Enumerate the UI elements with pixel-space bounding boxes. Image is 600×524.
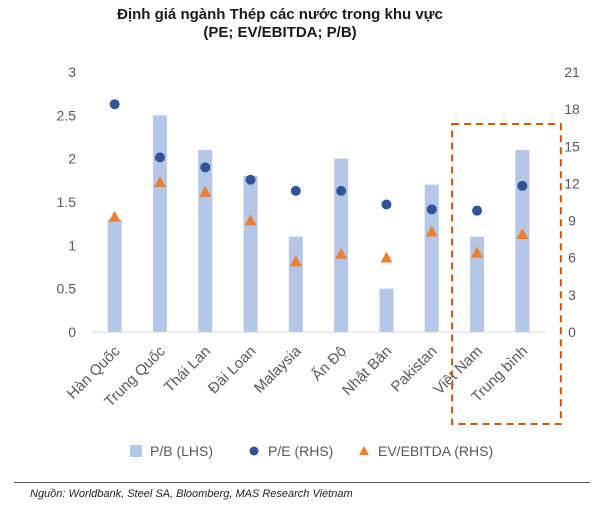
legend-swatch-circle bbox=[249, 446, 259, 456]
right-tick-label: 12 bbox=[564, 175, 580, 191]
bar-pb bbox=[424, 184, 439, 332]
left-tick-label: 3 bbox=[68, 64, 76, 80]
point-pe bbox=[109, 99, 120, 110]
bar-pb bbox=[152, 115, 167, 332]
point-pe bbox=[200, 162, 211, 173]
point-ev-ebitda bbox=[335, 248, 348, 259]
point-pe bbox=[517, 180, 528, 191]
point-ev-ebitda bbox=[516, 228, 529, 239]
right-tick-label: 9 bbox=[568, 213, 576, 229]
chart-title-line2: (PE; EV/EBITDA; P/B) bbox=[203, 24, 357, 41]
bar-pb bbox=[107, 219, 122, 332]
bar-pb bbox=[243, 176, 258, 332]
right-tick-label: 6 bbox=[568, 250, 576, 266]
point-pe bbox=[154, 152, 165, 163]
point-ev-ebitda bbox=[244, 214, 257, 226]
point-ev-ebitda bbox=[153, 176, 166, 187]
left-tick-label: 0.5 bbox=[57, 281, 77, 297]
bar-pb bbox=[515, 150, 530, 332]
bar-pb bbox=[288, 236, 303, 332]
legend-label: P/B (LHS) bbox=[150, 443, 213, 459]
source-divider bbox=[14, 482, 590, 483]
bar-pb bbox=[379, 288, 394, 332]
point-pe bbox=[290, 185, 301, 196]
legend-swatch-triangle bbox=[359, 446, 369, 455]
point-ev-ebitda bbox=[199, 186, 212, 197]
category-label: Thái Lan bbox=[161, 343, 214, 396]
right-tick-label: 18 bbox=[564, 101, 580, 117]
bar-pb bbox=[334, 158, 349, 332]
right-tick-label: 3 bbox=[568, 287, 576, 303]
point-ev-ebitda bbox=[289, 255, 302, 267]
right-tick-label: 15 bbox=[564, 138, 580, 154]
point-pe bbox=[245, 174, 256, 185]
point-pe bbox=[426, 204, 437, 215]
point-pe bbox=[336, 185, 347, 196]
category-label: Nhật Bản bbox=[339, 343, 395, 399]
category-label: Ấn Độ bbox=[308, 343, 350, 385]
source-note: Nguồn: Worldbank, Steel SA, Bloomberg, M… bbox=[30, 488, 353, 500]
point-ev-ebitda bbox=[380, 251, 393, 263]
left-tick-label: 1 bbox=[68, 237, 76, 253]
point-pe bbox=[381, 199, 392, 210]
right-tick-label: 21 bbox=[564, 64, 580, 80]
highlight-box bbox=[451, 123, 562, 425]
chart-title-line1: Định giá ngành Thép các nước trong khu v… bbox=[117, 6, 443, 23]
right-tick-label: 0 bbox=[568, 324, 576, 340]
left-tick-label: 2 bbox=[68, 151, 76, 167]
category-label: Malaysia bbox=[251, 342, 305, 396]
left-tick-label: 0 bbox=[68, 324, 76, 340]
point-ev-ebitda bbox=[108, 210, 121, 222]
legend-label: P/E (RHS) bbox=[268, 443, 333, 459]
left-tick-label: 2.5 bbox=[57, 107, 77, 123]
point-ev-ebitda bbox=[471, 246, 484, 258]
legend-swatch-bar bbox=[130, 445, 142, 457]
bar-pb bbox=[470, 236, 485, 332]
category-label: Đài Loan bbox=[205, 343, 259, 397]
bar-pb bbox=[198, 150, 213, 332]
point-pe bbox=[472, 205, 483, 216]
legend-label: EV/EBITDA (RHS) bbox=[378, 443, 493, 459]
left-tick-label: 1.5 bbox=[57, 194, 77, 210]
point-ev-ebitda bbox=[425, 225, 438, 237]
